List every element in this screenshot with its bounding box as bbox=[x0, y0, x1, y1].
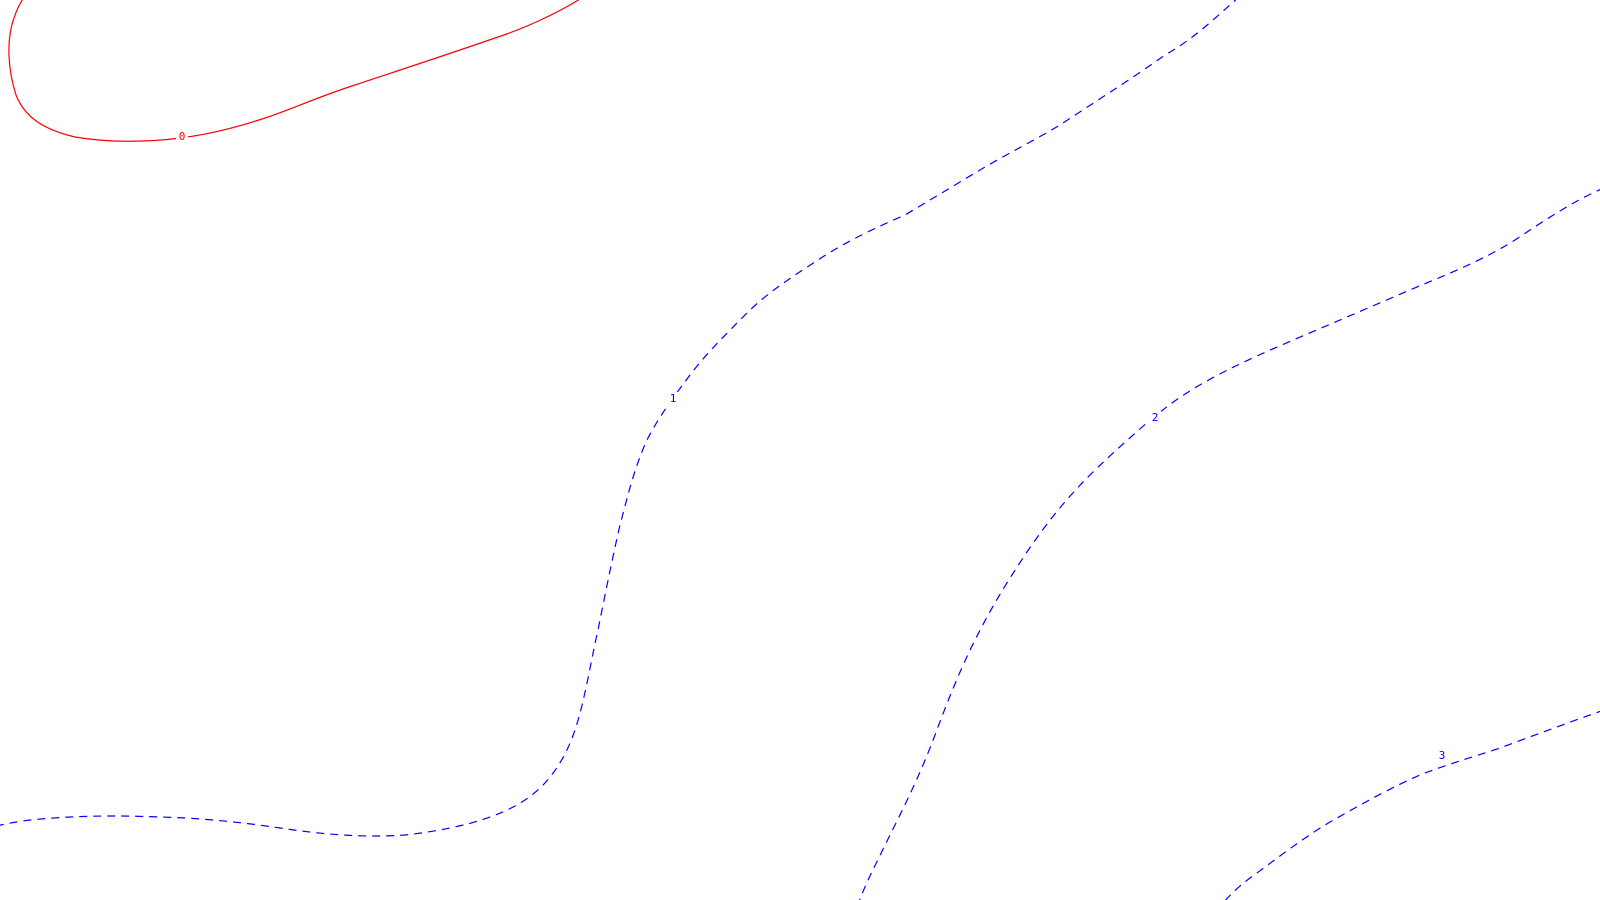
contour-line-0: 0 bbox=[8, 0, 580, 144]
contour-label-bg-2 bbox=[1149, 411, 1161, 425]
contour-path-0 bbox=[8, 0, 580, 142]
contour-line-2: 2 bbox=[858, 189, 1600, 900]
contour-label-2: 2 bbox=[1152, 411, 1159, 424]
contour-label-bg-3 bbox=[1436, 749, 1448, 763]
contour-label-0: 0 bbox=[179, 130, 186, 143]
contour-label-1: 1 bbox=[670, 392, 677, 405]
contour-label-bg-1 bbox=[666, 392, 678, 406]
contour-line-3: 3 bbox=[1224, 710, 1600, 900]
contour-label-bg-0 bbox=[176, 130, 188, 144]
contour-path-3 bbox=[1224, 710, 1600, 900]
contour-path-2 bbox=[858, 189, 1600, 900]
contour-line-1: 1 bbox=[0, 0, 1237, 837]
contour-path-1 bbox=[0, 0, 1237, 837]
contour-label-3: 3 bbox=[1439, 749, 1446, 762]
